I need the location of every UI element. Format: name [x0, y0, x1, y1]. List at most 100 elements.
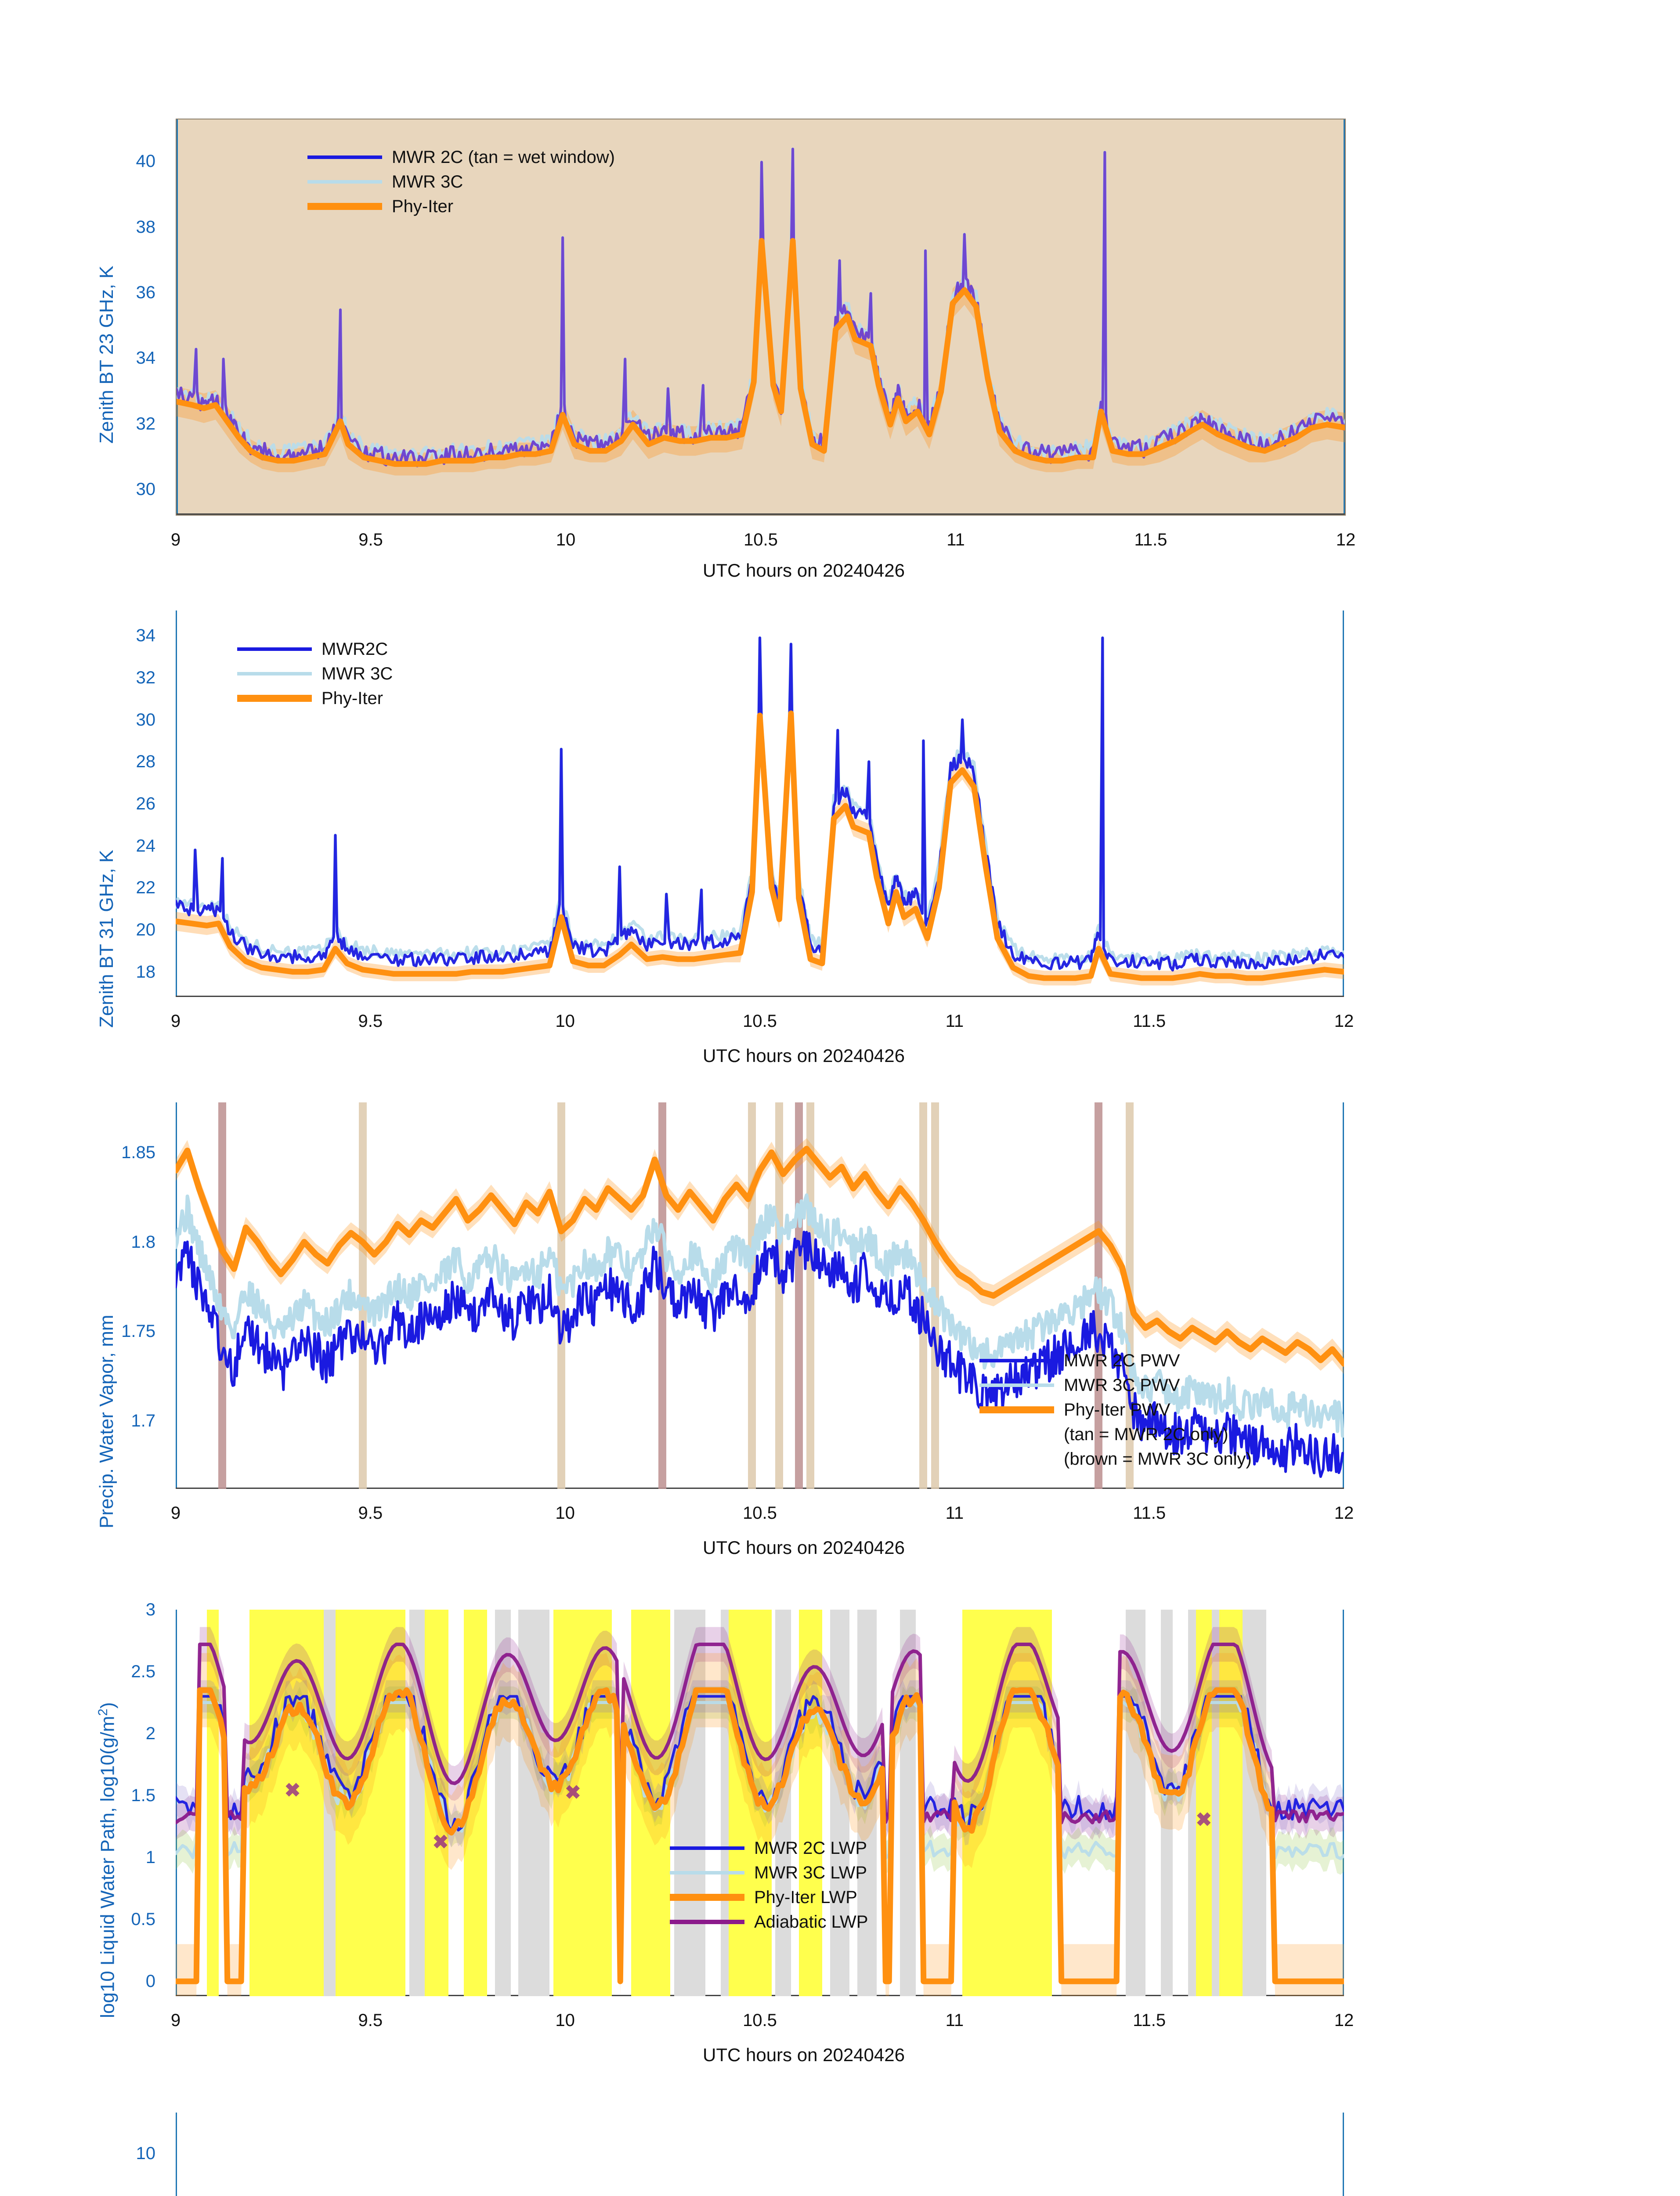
y-axis-tick-label: 3 — [145, 1600, 155, 1619]
flag-band-brown — [795, 1102, 803, 1489]
panel4-y-axis-label-tail: ) — [97, 1702, 119, 1709]
panel-zenith-bt-31ghz: Zenith BT 31 GHz, K MWR2C MWR 3C Phy-Ite… — [0, 589, 1680, 1159]
panel4-x-axis-label: UTC hours on 20240426 — [703, 2044, 905, 2065]
panel1-legend: MWR 2C (tan = wet window) MWR 3C Phy-Ite… — [307, 145, 615, 219]
y-axis-tick-label: 28 — [136, 752, 156, 772]
x-axis-tick — [1151, 515, 1153, 516]
panel4-legend: MWR 2C LWP MWR 3C LWP Phy-Iter LWP Adiab… — [670, 1836, 868, 1934]
legend-label: Phy-Iter LWP — [754, 1888, 857, 1907]
legend-swatch-mwr3c-lwp — [670, 1871, 744, 1875]
series-uncertainty-band — [176, 1627, 1344, 1840]
panel2-plot-area — [176, 610, 1344, 997]
y-axis-tick-label: 0.5 — [131, 1910, 155, 1929]
y-axis-tick-label: 10 — [136, 2144, 156, 2163]
series-line — [176, 1193, 1344, 1438]
adiabatic-marker-x: ✖ — [432, 1831, 449, 1853]
y-axis-tick-label: 20 — [136, 920, 156, 939]
flag-band-tan — [919, 1102, 928, 1489]
flag-band-brown — [218, 1102, 227, 1489]
y-axis-tick-label: 32 — [136, 668, 156, 688]
legend-item: MWR 3C — [237, 661, 393, 686]
legend-item: MWR 3C PWV — [979, 1373, 1252, 1398]
x-axis-tick-label: 11 — [945, 1503, 964, 1523]
x-axis-tick-label: 11.5 — [1133, 1503, 1166, 1523]
panel1-plot-area — [176, 119, 1346, 516]
panel3-x-axis-label: UTC hours on 20240426 — [703, 1537, 905, 1558]
series-line — [176, 1643, 1344, 1825]
y-axis-tick-label: 1.5 — [131, 1786, 155, 1806]
x-axis-tick — [371, 515, 372, 516]
y-axis-tick-label: 1.85 — [121, 1143, 155, 1163]
x-axis-tick-label: 9.5 — [358, 1011, 383, 1031]
legend-label: Phy-Iter — [322, 689, 383, 708]
x-axis-tick-label: 11 — [947, 530, 965, 549]
legend-label: MWR 2C (tan = wet window) — [392, 148, 615, 167]
panel4-y-axis-label-exponent: 2 — [96, 1708, 110, 1716]
legend-label: MWR2C — [322, 639, 388, 659]
cloud-band-gray — [830, 1610, 849, 1996]
legend-item: Phy-Iter — [237, 686, 393, 711]
y-axis-tick-label: 24 — [136, 836, 156, 856]
flag-band-tan — [557, 1102, 565, 1489]
panel2-y-axis-label: Zenith BT 31 GHz, K — [96, 849, 117, 1028]
legend-item: Phy-Iter PWV — [979, 1398, 1252, 1422]
x-axis-tick-label: 10.5 — [744, 530, 778, 549]
y-axis-tick-label: 1.7 — [131, 1411, 155, 1431]
y-axis-tick-label: 34 — [136, 348, 156, 368]
x-axis-tick — [176, 515, 177, 516]
flag-band-tan — [358, 1102, 367, 1489]
legend-label: Phy-Iter PWV — [1064, 1400, 1171, 1419]
panel-precip-water-vapor: Precip. Water Vapor, mm MWR 2C PWV MWR 3… — [0, 1085, 1680, 1638]
y-axis-line — [177, 119, 178, 515]
chart-svg — [176, 1627, 1344, 1996]
flag-band-tan — [775, 1102, 784, 1489]
y-axis-tick-label: 0 — [145, 1972, 155, 1991]
panel1-x-axis-label: UTC hours on 20240426 — [703, 560, 905, 581]
x-axis-tick-label: 9 — [170, 530, 181, 549]
legend-swatch-adiabatic-lwp — [670, 1920, 744, 1924]
y-axis-tick-label: 1 — [145, 1848, 155, 1867]
y-axis-tick-label: 1.75 — [121, 1322, 155, 1341]
y-axis-tick-label: 40 — [136, 152, 156, 171]
x-axis-tick-label: 11 — [945, 2011, 964, 2030]
legend-label: Phy-Iter — [392, 197, 454, 216]
cloud-band-gray — [674, 1610, 705, 1996]
cloud-band-yellow — [798, 1610, 822, 1996]
y-axis-tick-label: 1.8 — [131, 1232, 155, 1252]
legend-swatch-phyiter-pwv — [979, 1406, 1054, 1413]
legend-item: Adiabatic LWP — [670, 1910, 868, 1934]
x-axis-tick-label: 11.5 — [1133, 2011, 1166, 2030]
legend-item: MWR 3C — [307, 170, 615, 194]
cloud-band-gray — [323, 1610, 336, 1996]
x-axis-tick-label: 9.5 — [358, 530, 383, 549]
series-line — [176, 1145, 1344, 1367]
legend-item: MWR 3C LWP — [670, 1860, 868, 1885]
series-uncertainty-band — [176, 1653, 1344, 1996]
legend-swatch-mwr3c-pwv — [979, 1383, 1054, 1387]
y-axis-tick-label: 30 — [136, 710, 156, 730]
panel2-x-axis-label: UTC hours on 20240426 — [703, 1045, 905, 1066]
y-axis-line — [176, 1610, 177, 1996]
x-axis-tick-label: 11.5 — [1133, 1011, 1166, 1031]
x-axis-tick-label: 10.5 — [743, 1503, 777, 1523]
x-axis-line — [177, 513, 1345, 515]
panel3-legend: MWR 2C PWV MWR 3C PWV Phy-Iter PWV (tan … — [979, 1348, 1252, 1471]
series-line — [176, 1695, 1344, 1833]
x-axis-tick-label: 11.5 — [1134, 530, 1167, 549]
series-line — [176, 1687, 1344, 1984]
panel2-legend: MWR2C MWR 3C Phy-Iter — [237, 637, 393, 711]
right-axis-line — [1343, 2113, 1344, 2196]
cloud-band-yellow — [1219, 1610, 1243, 1996]
y-axis-tick-label: 22 — [136, 878, 156, 898]
legend-item: MWR2C — [237, 637, 393, 661]
legend-note-brown: (brown = MWR 3C only) — [1064, 1449, 1252, 1469]
chart-svg — [176, 636, 1344, 986]
legend-swatch-mwr3c — [237, 672, 312, 675]
x-axis-tick-label: 10 — [556, 530, 576, 549]
cloud-band-gray — [1211, 1610, 1220, 1996]
x-axis-tick-label: 9 — [170, 1503, 181, 1523]
legend-swatch-mwr2c — [307, 155, 382, 159]
x-axis-tick-label: 12 — [1336, 530, 1356, 549]
chart-svg — [177, 147, 1345, 476]
adiabatic-marker-x: ✖ — [284, 1779, 301, 1801]
